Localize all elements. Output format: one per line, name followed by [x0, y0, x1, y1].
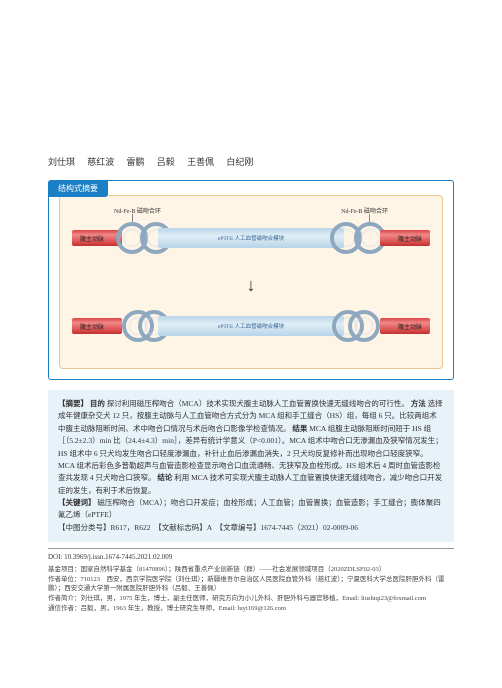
vessel-label-left: 腹主动脉	[80, 322, 104, 331]
divider	[48, 548, 454, 549]
author: 慈红波	[87, 157, 114, 167]
author: 雷鹏	[127, 157, 145, 167]
structural-abstract-box: 结构式摘要 Nd-Fe-B 磁吻合环 Nd-Fe-B 磁吻合环 腹主动脉 ePT…	[48, 180, 454, 380]
assembly-bottom: 腹主动脉 ePTFE 人工血管磁吻合模块 腹主动脉	[68, 296, 434, 356]
abstract-conclusion-label: 结论	[157, 473, 172, 482]
tube-label: ePTFE 人工血管磁吻合模块	[218, 234, 284, 242]
doi: DOI: 10.3969/j.issn.1674-7445.2021.02.00…	[48, 551, 454, 565]
author: 吕毅	[157, 157, 175, 167]
author-list: 刘仕琪 慈红波 雷鹏 吕毅 王善佩 白纪刚	[0, 155, 502, 168]
abstract-goal-label: 【摘要】 目的	[58, 399, 105, 408]
diagram-tab-label: 结构式摘要	[48, 180, 108, 197]
vessel-label-right: 腹主动脉	[398, 322, 422, 331]
arrow-down-icon: ↓	[68, 276, 434, 294]
assembly-top: Nd-Fe-B 磁吻合环 Nd-Fe-B 磁吻合环 腹主动脉 ePTFE 人工血…	[68, 208, 434, 268]
tube-label: ePTFE 人工血管磁吻合模块	[218, 322, 284, 330]
ring-label-left: Nd-Fe-B 磁吻合环	[114, 206, 161, 215]
footnote-corr: 通信作者：吕毅，男，1963 年生，教授，博士研究生导师，Email: luyi…	[48, 604, 454, 614]
classification: 【中图分类号】R617，R622 【文献标志码】A 【文章编号】1674-744…	[58, 523, 358, 532]
keywords-label: 【关键词】	[58, 498, 96, 507]
footnote-author: 作者简介：刘仕琪，男，1975 年生，博士，副主任医师，研究方向为小儿外科、肝胆…	[48, 594, 454, 604]
abstract-goal: 探讨利用磁压榨吻合（MCA）技术实现犬腹主动脉人工血管置换快速无缝线吻合的可行性…	[107, 399, 409, 408]
footnote-fund: 基金项目：国家自然科学基金（81470896）；陕西省重点产业创新链（群）——社…	[48, 565, 454, 575]
eptfe-tube: ePTFE 人工血管磁吻合模块	[158, 228, 344, 248]
author: 白纪刚	[226, 157, 253, 167]
vessel-label-left: 腹主动脉	[80, 234, 104, 243]
abstract-box: 【摘要】 目的 探讨利用磁压榨吻合（MCA）技术实现犬腹主动脉人工血管置换快速无…	[48, 390, 454, 542]
abstract-results-label: 结果	[292, 424, 307, 433]
keywords: 磁压榨吻合（MCA）；吻合口开发症；血栓形成；人工血管；血管置换；血管造影；手工…	[58, 498, 441, 519]
abstract-methods-label: 方法	[411, 399, 426, 408]
author: 王善佩	[187, 157, 214, 167]
footnote-affil: 作者单位：710123 西安，西京学院医学院（刘仕琪）；新疆维吾尔自治区人民医院…	[48, 575, 454, 595]
vessel-label-right: 腹主动脉	[398, 234, 422, 243]
diagram-canvas: Nd-Fe-B 磁吻合环 Nd-Fe-B 磁吻合环 腹主动脉 ePTFE 人工血…	[59, 195, 443, 369]
ring-label-right: Nd-Fe-B 磁吻合环	[341, 206, 388, 215]
author: 刘仕琪	[48, 157, 75, 167]
footnotes: 基金项目：国家自然科学基金（81470896）；陕西省重点产业创新链（群）——社…	[48, 565, 454, 614]
eptfe-tube: ePTFE 人工血管磁吻合模块	[158, 316, 344, 336]
magnet-ring	[348, 310, 380, 342]
